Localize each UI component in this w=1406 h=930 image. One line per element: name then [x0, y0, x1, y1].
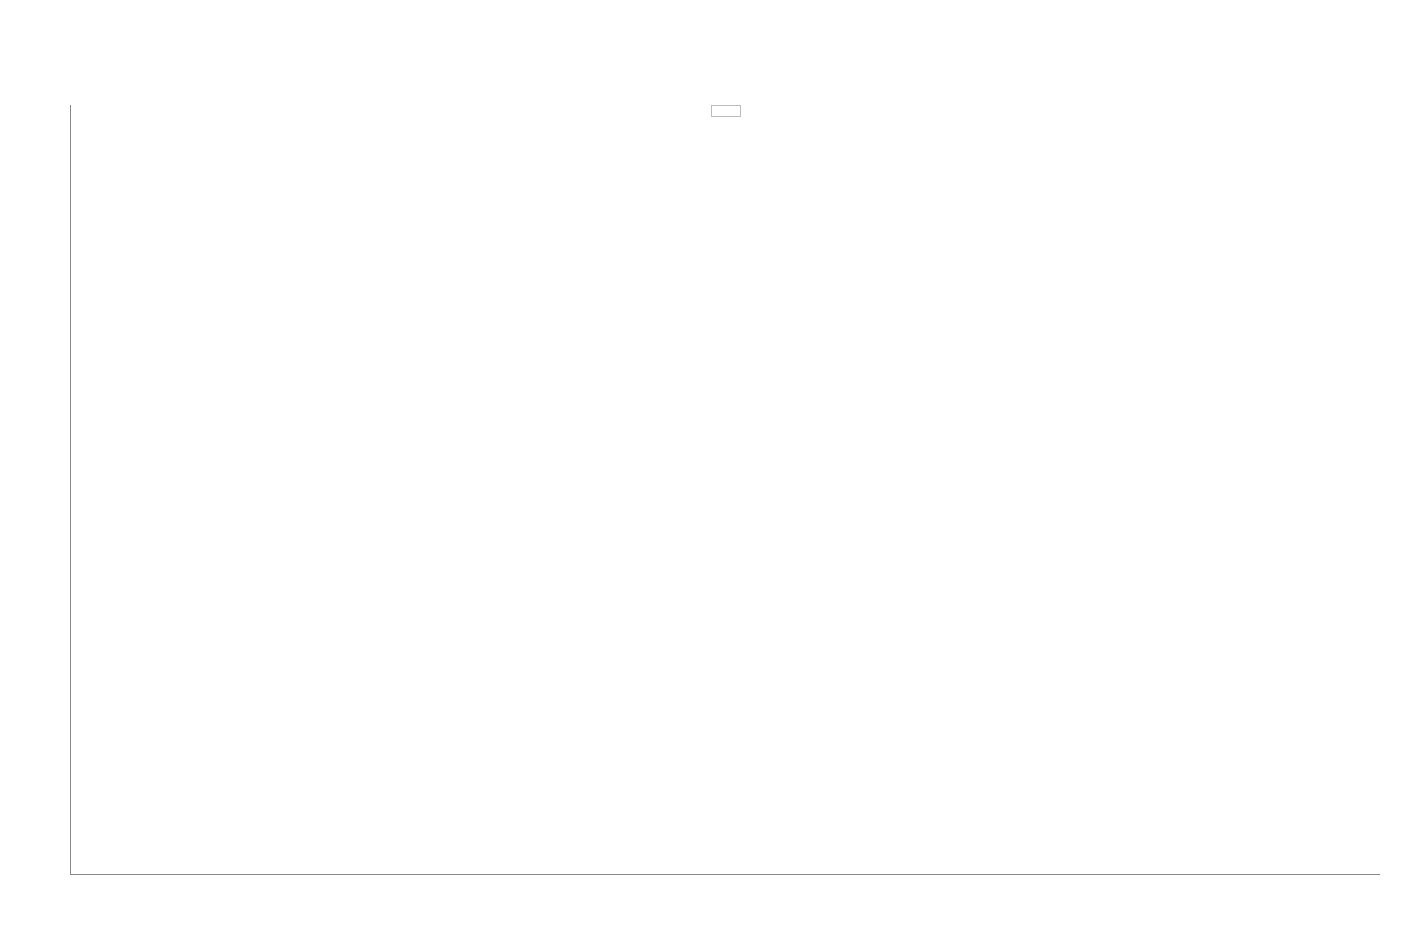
plot-region [70, 105, 1380, 875]
stats-box [711, 105, 741, 117]
scatter-svg [71, 105, 1380, 874]
chart-area [70, 105, 1380, 875]
